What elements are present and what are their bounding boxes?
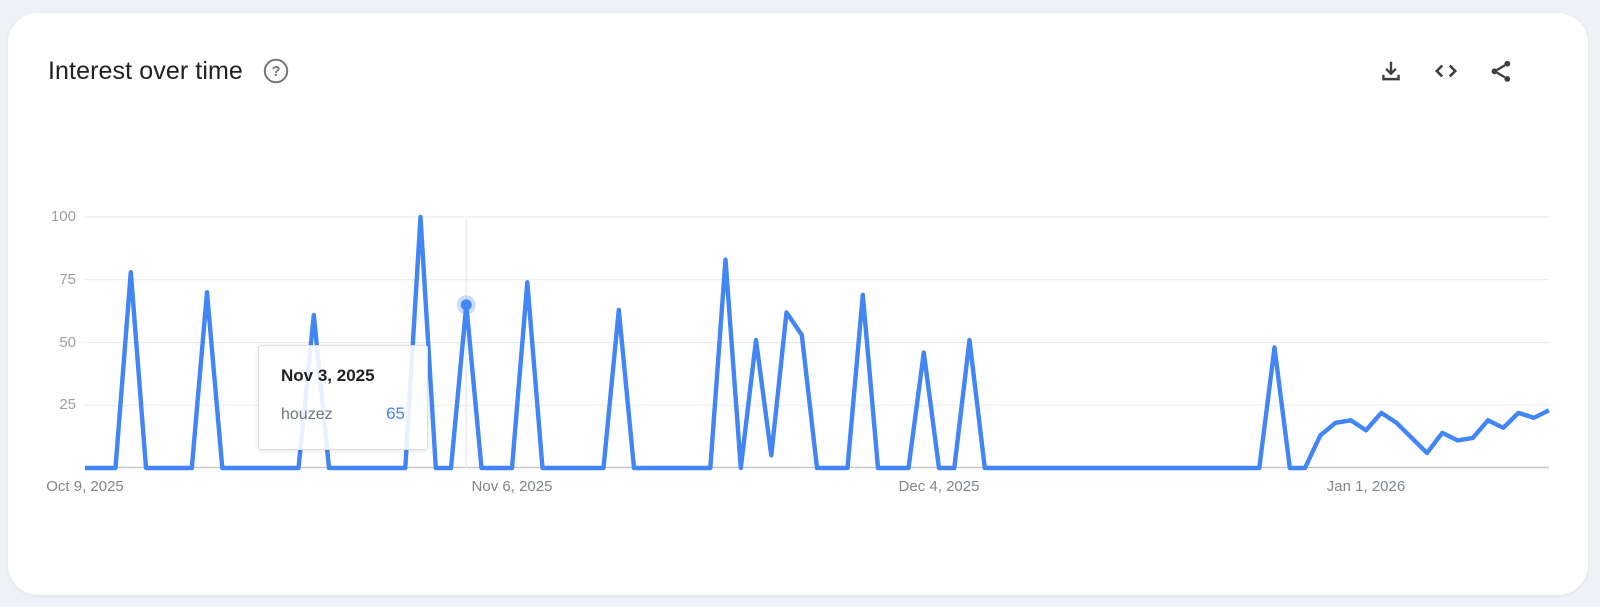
download-icon [1382, 61, 1400, 81]
share-button[interactable] [1488, 58, 1514, 84]
trend-line [85, 214, 1550, 471]
tooltip-term: houzez [281, 406, 333, 423]
y-axis-label: 75 [59, 270, 76, 288]
interest-over-time-card: Interest over time ? [8, 13, 1588, 595]
question-mark-circle-icon: ? [263, 58, 289, 84]
x-axis-label: Jan 1, 2026 [1326, 478, 1406, 495]
download-button[interactable] [1378, 58, 1404, 84]
page-title: Interest over time [48, 56, 243, 85]
chart-tooltip: Nov 3, 2025 houzez 65 [258, 345, 428, 450]
header-actions [1378, 58, 1514, 84]
y-axis-label: 100 [50, 208, 76, 225]
embed-button[interactable] [1433, 58, 1459, 84]
x-axis-label: Oct 9, 2025 [46, 478, 124, 495]
x-axis: Oct 9, 2025 Nov 6, 2025 Dec 4, 2025 Jan 1, … [46, 477, 1549, 499]
tooltip-date: Nov 3, 2025 [281, 366, 375, 385]
help-icon[interactable]: ? [263, 58, 289, 84]
y-axis: 100 75 50 25 [8, 208, 76, 468]
x-axis-label: Nov 6, 2025 [471, 478, 553, 495]
tooltip-series-row: houzez 65 [281, 404, 405, 424]
y-axis-label: 25 [59, 396, 76, 414]
share-icon [1491, 60, 1511, 82]
svg-text:?: ? [272, 64, 281, 80]
y-axis-label: 50 [59, 333, 76, 351]
x-axis-label: Dec 4, 2025 [898, 478, 980, 495]
tooltip-value: 65 [386, 404, 405, 423]
code-brackets-icon [1434, 64, 1458, 78]
card-header: Interest over time ? [48, 49, 1514, 93]
highlighted-point [460, 299, 472, 311]
